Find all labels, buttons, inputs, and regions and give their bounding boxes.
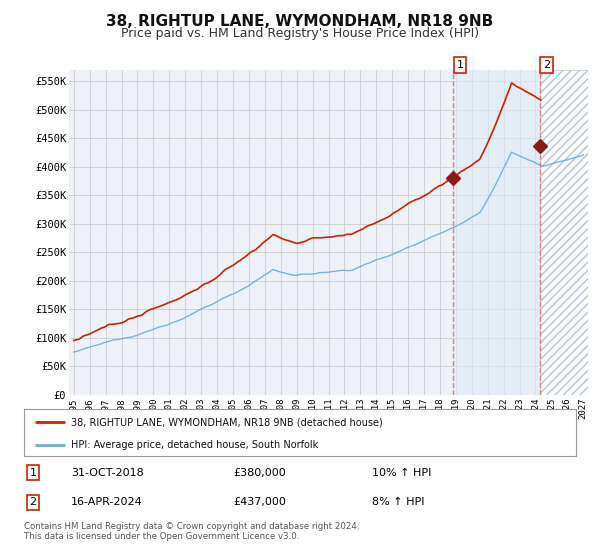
Bar (453, 70, 540, 395)
Text: 1: 1 (457, 60, 463, 70)
Text: 2: 2 (543, 60, 550, 70)
Text: £437,000: £437,000 (234, 497, 287, 507)
Text: 16-APR-2024: 16-APR-2024 (71, 497, 143, 507)
Text: 38, RIGHTUP LANE, WYMONDHAM, NR18 9NB: 38, RIGHTUP LANE, WYMONDHAM, NR18 9NB (106, 14, 494, 29)
Text: 38, RIGHTUP LANE, WYMONDHAM, NR18 9NB (detached house): 38, RIGHTUP LANE, WYMONDHAM, NR18 9NB (d… (71, 417, 383, 427)
Text: HPI: Average price, detached house, South Norfolk: HPI: Average price, detached house, Sout… (71, 440, 318, 450)
Text: £380,000: £380,000 (234, 468, 287, 478)
Text: Price paid vs. HM Land Registry's House Price Index (HPI): Price paid vs. HM Land Registry's House … (121, 27, 479, 40)
Text: 2: 2 (29, 497, 37, 507)
Text: 10% ↑ HPI: 10% ↑ HPI (372, 468, 431, 478)
Text: 8% ↑ HPI: 8% ↑ HPI (372, 497, 424, 507)
Bar (540, 70, 599, 395)
Bar (540, 70, 599, 395)
Text: Contains HM Land Registry data © Crown copyright and database right 2024.
This d: Contains HM Land Registry data © Crown c… (24, 522, 359, 542)
Text: 1: 1 (29, 468, 37, 478)
Text: 31-OCT-2018: 31-OCT-2018 (71, 468, 143, 478)
